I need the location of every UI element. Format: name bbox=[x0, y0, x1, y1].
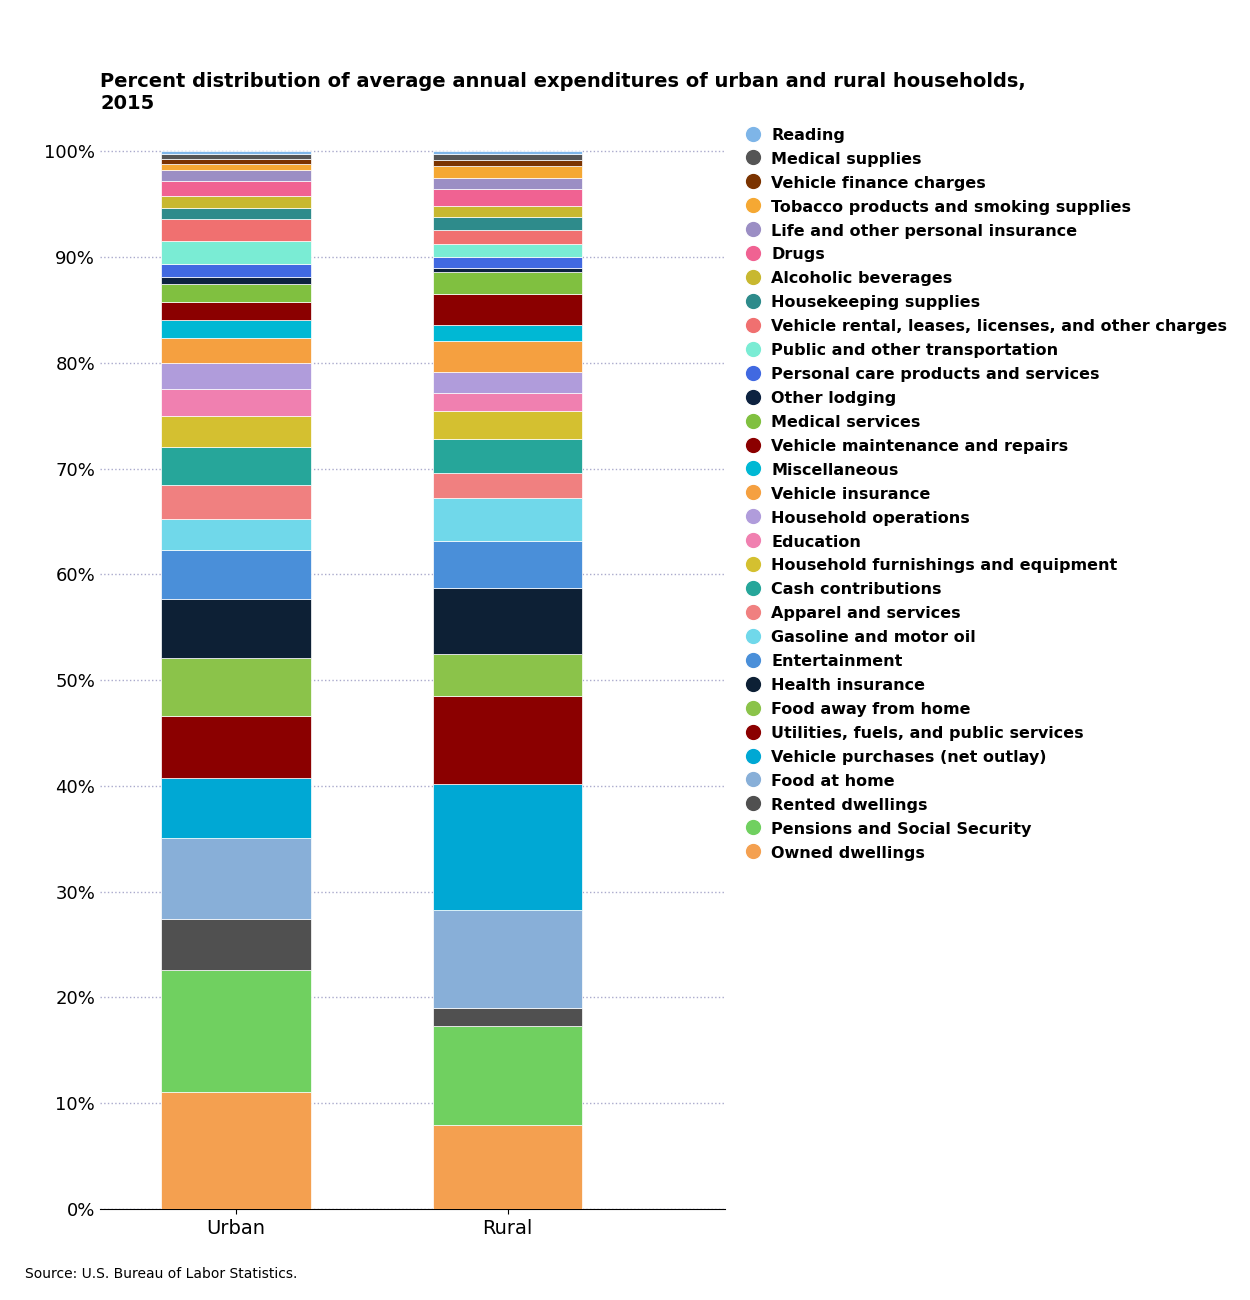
Bar bbox=[432, 151, 582, 155]
Bar bbox=[161, 446, 310, 485]
Bar bbox=[161, 519, 310, 550]
Text: Source: U.S. Bureau of Labor Statistics.: Source: U.S. Bureau of Labor Statistics. bbox=[25, 1266, 298, 1280]
Bar bbox=[161, 320, 310, 338]
Bar bbox=[432, 257, 582, 268]
Bar bbox=[432, 190, 582, 207]
Bar bbox=[432, 1126, 582, 1209]
Bar bbox=[161, 919, 310, 970]
Bar bbox=[432, 1008, 582, 1026]
Bar bbox=[161, 364, 310, 389]
Bar bbox=[161, 285, 310, 302]
Bar bbox=[432, 498, 582, 541]
Bar bbox=[161, 779, 310, 838]
Bar bbox=[432, 272, 582, 294]
Bar bbox=[161, 181, 310, 196]
Bar bbox=[432, 393, 582, 411]
Bar bbox=[161, 220, 310, 240]
Bar bbox=[432, 325, 582, 341]
Bar bbox=[161, 302, 310, 320]
Bar bbox=[432, 910, 582, 1008]
Bar bbox=[161, 838, 310, 919]
Bar bbox=[161, 416, 310, 446]
Bar bbox=[432, 217, 582, 230]
Bar bbox=[432, 541, 582, 589]
Bar bbox=[432, 784, 582, 910]
Bar bbox=[161, 277, 310, 285]
Bar bbox=[432, 373, 582, 393]
Legend: Reading, Medical supplies, Vehicle finance charges, Tobacco products and smoking: Reading, Medical supplies, Vehicle finan… bbox=[745, 127, 1228, 861]
Bar bbox=[161, 159, 310, 164]
Bar bbox=[432, 244, 582, 257]
Bar bbox=[432, 1026, 582, 1126]
Bar bbox=[161, 658, 310, 716]
Bar bbox=[432, 341, 582, 373]
Bar bbox=[432, 268, 582, 272]
Bar bbox=[432, 160, 582, 166]
Bar bbox=[161, 155, 310, 159]
Bar bbox=[161, 1092, 310, 1209]
Bar bbox=[432, 589, 582, 654]
Bar bbox=[432, 230, 582, 244]
Bar bbox=[161, 970, 310, 1092]
Bar bbox=[161, 264, 310, 277]
Bar bbox=[432, 411, 582, 439]
Bar bbox=[161, 208, 310, 220]
Bar bbox=[432, 697, 582, 784]
Bar bbox=[161, 164, 310, 170]
Bar bbox=[432, 155, 582, 160]
Bar bbox=[161, 338, 310, 364]
Bar bbox=[161, 550, 310, 599]
Bar bbox=[161, 485, 310, 519]
Bar bbox=[432, 207, 582, 217]
Bar bbox=[161, 716, 310, 779]
Bar bbox=[161, 599, 310, 658]
Bar bbox=[432, 654, 582, 697]
Bar bbox=[161, 389, 310, 416]
Bar bbox=[161, 240, 310, 264]
Bar bbox=[161, 196, 310, 208]
Bar bbox=[161, 151, 310, 155]
Bar bbox=[432, 166, 582, 178]
Bar bbox=[161, 170, 310, 181]
Bar bbox=[432, 178, 582, 190]
Text: Percent distribution of average annual expenditures of urban and rural household: Percent distribution of average annual e… bbox=[100, 73, 1026, 113]
Bar bbox=[432, 439, 582, 473]
Bar bbox=[432, 473, 582, 498]
Bar bbox=[432, 294, 582, 325]
